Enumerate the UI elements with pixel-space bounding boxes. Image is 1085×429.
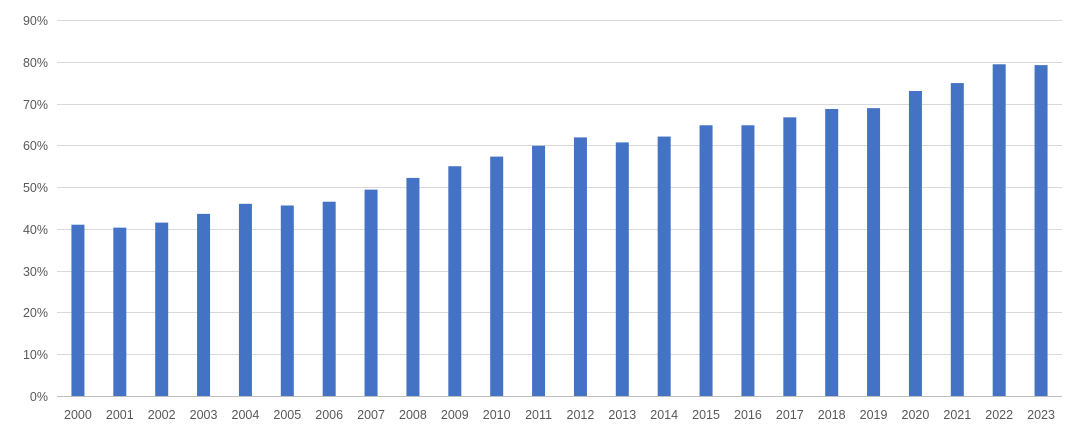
bar-2003 (197, 213, 211, 396)
y-tick-label: 30% (23, 265, 48, 279)
x-tick-label: 2004 (232, 408, 260, 422)
bar-2014 (657, 136, 671, 396)
bar-2007 (364, 189, 378, 396)
bar-2023 (1034, 65, 1048, 397)
y-tick-label: 50% (23, 181, 48, 195)
x-tick-label: 2015 (692, 408, 720, 422)
y-tick-label: 60% (23, 139, 48, 153)
bar-2013 (615, 142, 629, 396)
bar-2012 (573, 137, 587, 396)
x-tick-label: 2018 (818, 408, 846, 422)
y-tick-label: 70% (23, 98, 48, 112)
gridlines (57, 20, 1062, 355)
bar-2020 (908, 91, 922, 397)
bar-2002 (155, 222, 169, 396)
bar-2004 (238, 203, 252, 396)
y-tick-label: 40% (23, 223, 48, 237)
bars (71, 64, 1048, 397)
x-tick-label: 2009 (441, 408, 469, 422)
x-tick-label: 2001 (106, 408, 134, 422)
x-tick-label: 2003 (190, 408, 218, 422)
bar-2000 (71, 224, 85, 396)
x-tick-label: 2016 (734, 408, 762, 422)
y-tick-label: 20% (23, 306, 48, 320)
bar-2019 (867, 108, 881, 397)
y-axis-tick-labels: 0% 10% 20% 30% 40% 50% 60% 70% 80% 90% (23, 14, 48, 404)
bar-2001 (113, 227, 127, 396)
bar-2017 (783, 117, 797, 396)
bar-2010 (490, 156, 504, 396)
x-tick-label: 2020 (902, 408, 930, 422)
x-tick-label: 2010 (483, 408, 511, 422)
x-tick-label: 2014 (650, 408, 678, 422)
y-tick-label: 90% (23, 14, 48, 28)
x-tick-label: 2005 (273, 408, 301, 422)
x-tick-label: 2013 (608, 408, 636, 422)
bar-2016 (741, 125, 755, 396)
bar-2015 (699, 125, 713, 396)
bar-2005 (280, 205, 294, 396)
x-tick-label: 2021 (943, 408, 971, 422)
y-tick-label: 10% (23, 348, 48, 362)
bar-2018 (825, 108, 839, 397)
y-tick-label: 0% (30, 390, 48, 404)
bar-2022 (992, 64, 1006, 396)
bar-2011 (532, 145, 546, 396)
bar-2006 (322, 201, 336, 396)
x-tick-label: 2007 (357, 408, 385, 422)
y-tick-label: 80% (23, 56, 48, 70)
bar-2009 (448, 166, 462, 396)
x-tick-label: 2000 (64, 408, 92, 422)
x-tick-label: 2006 (315, 408, 343, 422)
x-tick-label: 2023 (1027, 408, 1055, 422)
bar-2021 (950, 83, 964, 396)
x-tick-label: 2012 (567, 408, 595, 422)
x-tick-label: 2008 (399, 408, 427, 422)
x-tick-label: 2019 (860, 408, 888, 422)
x-tick-label: 2022 (985, 408, 1013, 422)
x-axis-tick-labels: 2000 2001 2002 2003 2004 2005 2006 2007 2008 2009… (64, 408, 1055, 422)
x-tick-label: 2002 (148, 408, 176, 422)
x-tick-label: 2011 (525, 408, 552, 422)
x-tick-label: 2017 (776, 408, 804, 422)
bar-2008 (406, 177, 420, 396)
